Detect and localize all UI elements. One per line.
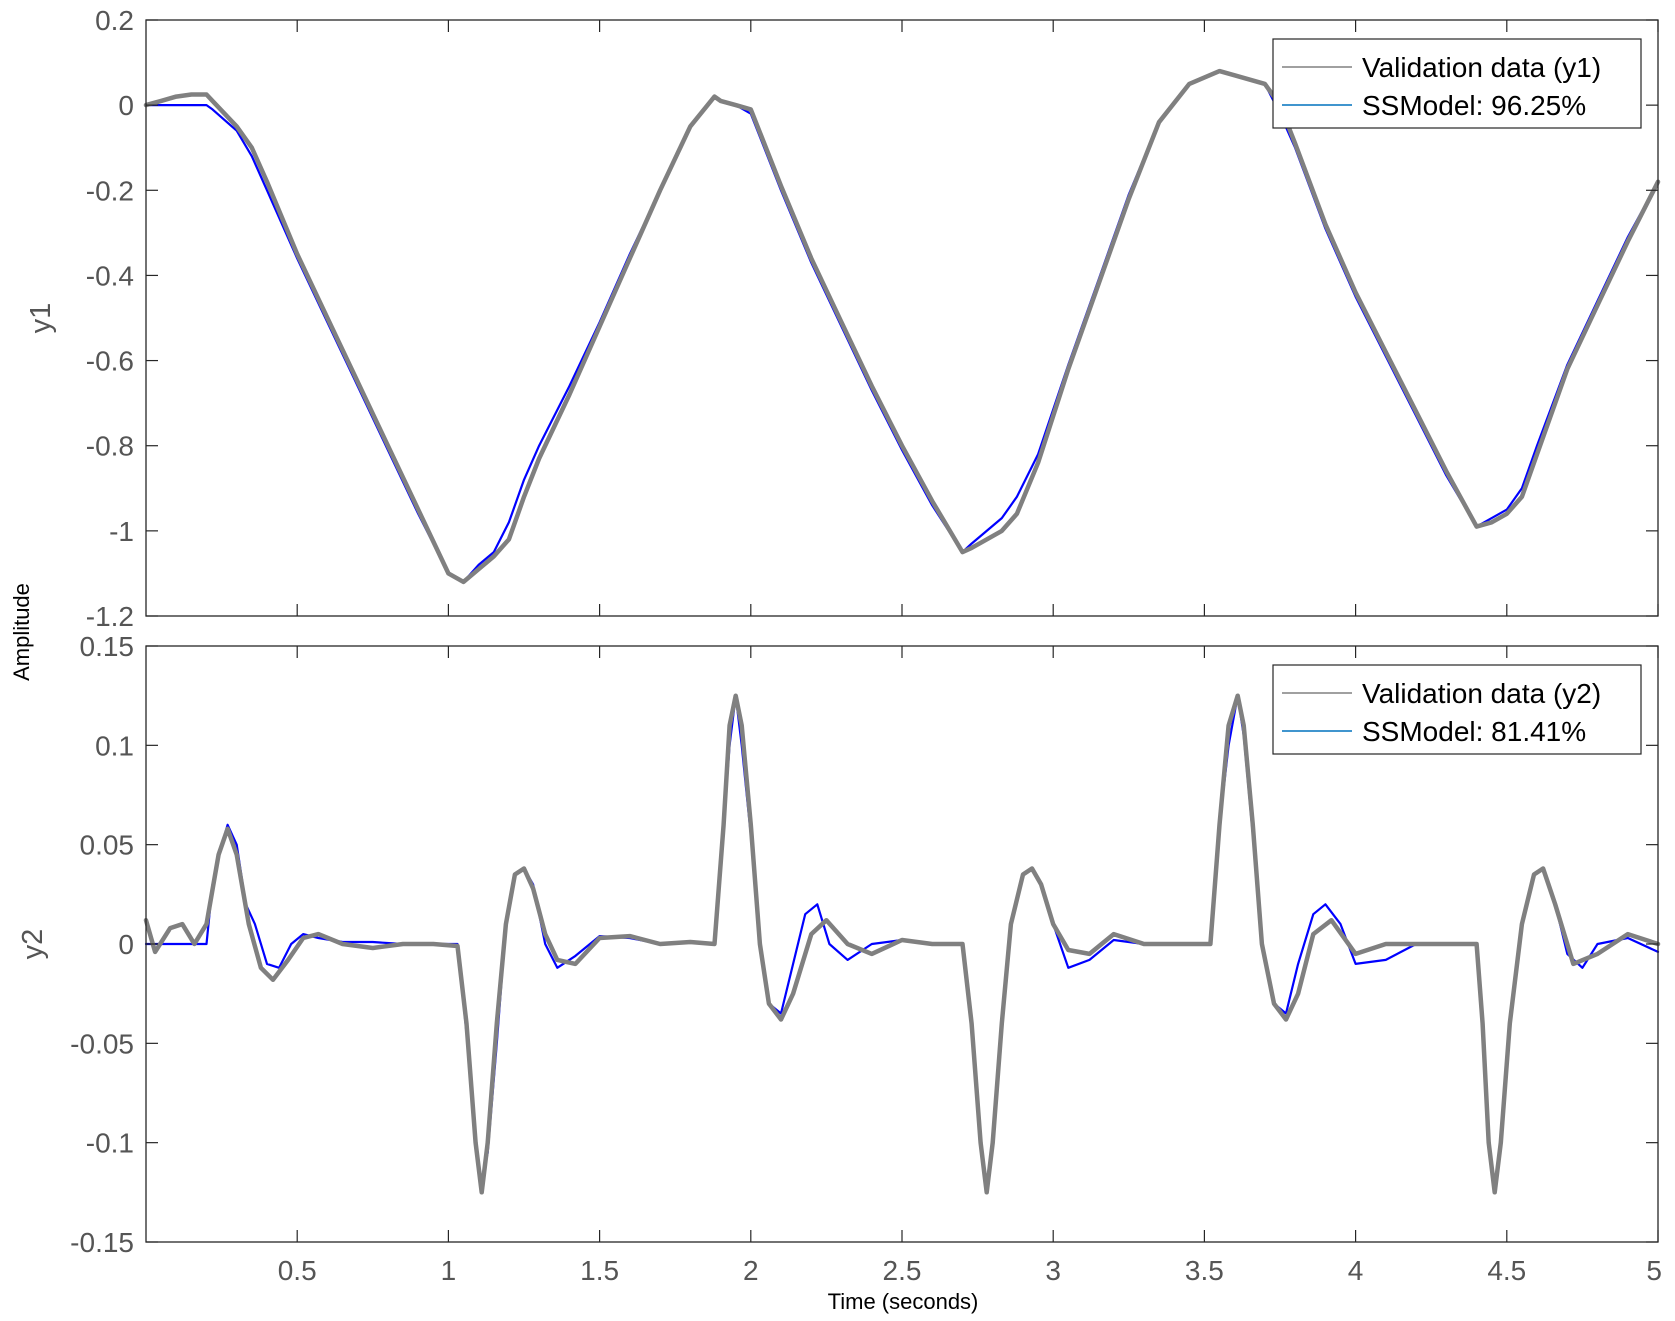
- validation-line-y1: [143, 68, 1661, 585]
- ylabel-y1: y1: [25, 303, 57, 334]
- series-layer-y1: [143, 68, 1661, 585]
- x-tick-label: 5: [1646, 1255, 1662, 1286]
- y-tick-label: -0.2: [86, 175, 134, 206]
- x-tick-label: 2.5: [883, 1255, 922, 1286]
- legend-label-validation-y1: Validation data (y1): [1362, 52, 1601, 83]
- axes-frame-y1: [145, 19, 1659, 617]
- tick-layer-y2: 0.15 0.1 0.05 0 -0.05 -0.1 -0.15 0.5 1 1.5 2 2.5 3 3.…: [70, 631, 1662, 1286]
- y-tick-label: -1: [109, 516, 134, 547]
- figure-ylabel: Amplitude: [9, 583, 34, 681]
- legend-label-validation-y2: Validation data (y2): [1362, 678, 1601, 709]
- y-tick-label: -0.15: [70, 1227, 134, 1258]
- axes-y2: 0.15 0.1 0.05 0 -0.05 -0.1 -0.15 0.5 1 1.5 2 2.5 3 3.…: [17, 631, 1662, 1286]
- legend-box-y1: [1272, 38, 1642, 129]
- y-tick-label: -1.2: [86, 601, 134, 632]
- figure-xlabel: Time (seconds): [828, 1289, 979, 1314]
- legend-y2: Validation data (y2) SSModel: 81.41%: [1272, 664, 1642, 755]
- y-tick-label: -0.05: [70, 1028, 134, 1059]
- series-layer-y2: [143, 693, 1661, 1195]
- y-tick-label: 0.15: [80, 631, 135, 662]
- x-tick-label: 3.5: [1185, 1255, 1224, 1286]
- x-tick-label: 2: [743, 1255, 759, 1286]
- y-tick-label: -0.8: [86, 431, 134, 462]
- ylabel-y2: y2: [17, 929, 49, 960]
- tick-layer-y1: 0.2 0 -0.2 -0.4 -0.6 -0.8 -1 -1.2: [86, 5, 1659, 632]
- y-tick-label: 0: [118, 929, 134, 960]
- legend-label-model-y2: SSModel: 81.41%: [1362, 716, 1586, 747]
- axes-frame-y2: [145, 645, 1659, 1243]
- x-tick-label: 3: [1045, 1255, 1061, 1286]
- x-tick-label: 4.5: [1487, 1255, 1526, 1286]
- y-tick-label: -0.4: [86, 260, 134, 291]
- axes-y1: 0.2 0 -0.2 -0.4 -0.6 -0.8 -1 -1.2 y1 Validation…: [25, 5, 1661, 632]
- x-tick-label: 4: [1348, 1255, 1364, 1286]
- y-tick-label: -0.6: [86, 346, 134, 377]
- model-line-y2: [144, 694, 1660, 1194]
- x-tick-label: 1: [441, 1255, 457, 1286]
- y-tick-label: 0.05: [80, 830, 135, 861]
- y-tick-label: -0.1: [86, 1128, 134, 1159]
- legend-box-y2: [1272, 664, 1642, 755]
- validation-line-y2: [143, 693, 1661, 1195]
- legend-label-model-y1: SSModel: 96.25%: [1362, 90, 1586, 121]
- y-tick-label: 0.1: [95, 730, 134, 761]
- legend-y1: Validation data (y1) SSModel: 96.25%: [1272, 38, 1642, 129]
- x-tick-label: 1.5: [580, 1255, 619, 1286]
- x-tick-label: 0.5: [278, 1255, 317, 1286]
- y-tick-label: 0.2: [95, 5, 134, 36]
- y-tick-label: 0: [118, 90, 134, 121]
